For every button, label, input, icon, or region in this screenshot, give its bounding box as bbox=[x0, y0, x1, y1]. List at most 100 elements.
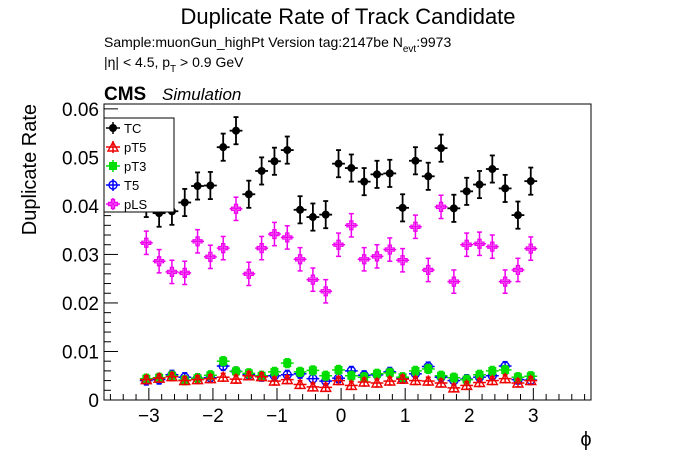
data-point bbox=[372, 170, 381, 179]
data-point bbox=[409, 374, 422, 386]
data-point bbox=[347, 371, 356, 380]
data-point bbox=[372, 369, 381, 378]
y-tick-label: 0 bbox=[88, 391, 99, 412]
y-tick-label: 0.05 bbox=[62, 148, 99, 169]
legend-marker bbox=[108, 180, 118, 190]
data-point bbox=[511, 376, 525, 388]
data-point bbox=[437, 371, 446, 380]
data-point bbox=[437, 144, 446, 153]
series-pLS bbox=[139, 194, 538, 304]
data-point bbox=[512, 264, 524, 276]
y-tick-label: 0.01 bbox=[62, 342, 99, 363]
data-point bbox=[270, 157, 279, 166]
data-point bbox=[462, 187, 471, 196]
legend-label: TC bbox=[124, 121, 141, 136]
data-point bbox=[461, 239, 472, 250]
data-point bbox=[473, 376, 486, 388]
data-point bbox=[410, 221, 421, 232]
data-point bbox=[525, 243, 536, 254]
legend-marker bbox=[109, 162, 117, 170]
data-point bbox=[435, 201, 447, 212]
data-point bbox=[296, 367, 305, 376]
data-point bbox=[333, 239, 344, 250]
data-point bbox=[486, 374, 499, 386]
data-point bbox=[411, 156, 420, 165]
data-point bbox=[218, 243, 229, 254]
sample-info-line: Sample:muonGun_highPt Version tag:2147be… bbox=[104, 34, 451, 55]
data-point bbox=[256, 243, 267, 254]
cut-pt-subscript: T bbox=[170, 64, 176, 75]
y-tick-label: 0.03 bbox=[62, 245, 99, 266]
legend-label: T5 bbox=[124, 178, 139, 193]
data-point bbox=[255, 370, 268, 382]
legend-entry-T5: T5 bbox=[106, 178, 139, 193]
data-point bbox=[244, 190, 253, 199]
data-point bbox=[321, 210, 330, 219]
x-axis-title: ϕ bbox=[580, 429, 591, 451]
data-point bbox=[448, 276, 459, 287]
data-point bbox=[424, 364, 433, 373]
cut-pt-rest: > 0.9 GeV bbox=[176, 54, 244, 70]
data-point bbox=[178, 374, 191, 386]
data-point bbox=[501, 184, 510, 193]
data-point bbox=[270, 367, 279, 376]
data-point bbox=[488, 165, 497, 174]
data-point bbox=[359, 254, 370, 265]
data-point bbox=[475, 370, 484, 379]
legend-label: pLS bbox=[124, 197, 147, 212]
data-point bbox=[498, 372, 512, 384]
data-point bbox=[230, 203, 242, 214]
data-point bbox=[334, 365, 343, 374]
data-point bbox=[294, 254, 306, 265]
data-point bbox=[232, 367, 241, 376]
data-point bbox=[371, 251, 383, 262]
data-point bbox=[347, 164, 356, 173]
data-point bbox=[296, 205, 305, 214]
data-point bbox=[398, 203, 407, 212]
data-point bbox=[179, 267, 190, 278]
cut-eta: |η| < 4.5, p bbox=[104, 54, 170, 70]
data-point bbox=[206, 181, 215, 190]
data-point bbox=[283, 359, 292, 368]
data-point bbox=[487, 241, 498, 252]
data-point bbox=[500, 276, 511, 287]
x-tick-label: −3 bbox=[138, 406, 160, 427]
x-tick-label: −1 bbox=[266, 406, 288, 427]
legend-marker bbox=[109, 124, 117, 132]
data-point bbox=[346, 220, 357, 231]
data-point bbox=[424, 172, 433, 181]
series-pT5 bbox=[139, 369, 538, 393]
x-tick-label: 0 bbox=[336, 406, 347, 427]
cut-info-line: |η| < 4.5, pT > 0.9 GeV bbox=[104, 54, 244, 75]
data-point bbox=[283, 146, 292, 155]
data-point bbox=[434, 376, 448, 388]
data-point bbox=[192, 236, 203, 247]
data-point bbox=[141, 237, 152, 248]
data-point bbox=[257, 166, 266, 175]
data-point bbox=[320, 286, 331, 297]
data-point bbox=[191, 373, 204, 385]
data-point bbox=[282, 232, 293, 243]
data-point bbox=[281, 373, 294, 385]
data-point bbox=[321, 371, 330, 380]
data-point bbox=[357, 375, 371, 387]
nevt-subscript: evt bbox=[403, 44, 417, 55]
legend-entry-pT5: pT5 bbox=[106, 140, 146, 155]
data-point bbox=[488, 366, 497, 375]
data-point bbox=[501, 365, 510, 374]
plot-frame bbox=[103, 103, 592, 401]
data-point bbox=[166, 266, 178, 277]
legend-marker bbox=[107, 198, 119, 210]
data-point bbox=[449, 204, 458, 213]
y-tick-label: 0.02 bbox=[62, 294, 99, 315]
data-point bbox=[204, 372, 217, 384]
data-point bbox=[360, 177, 369, 186]
data-point bbox=[165, 370, 179, 382]
data-point bbox=[140, 373, 153, 385]
data-point bbox=[232, 126, 241, 135]
data-point bbox=[219, 357, 228, 366]
x-tick-label: 3 bbox=[528, 406, 539, 427]
legend-entry-pT3: pT3 bbox=[106, 159, 146, 174]
data-point bbox=[460, 379, 473, 391]
legend: TC pT5 pT3 T5 pLS bbox=[103, 117, 175, 213]
